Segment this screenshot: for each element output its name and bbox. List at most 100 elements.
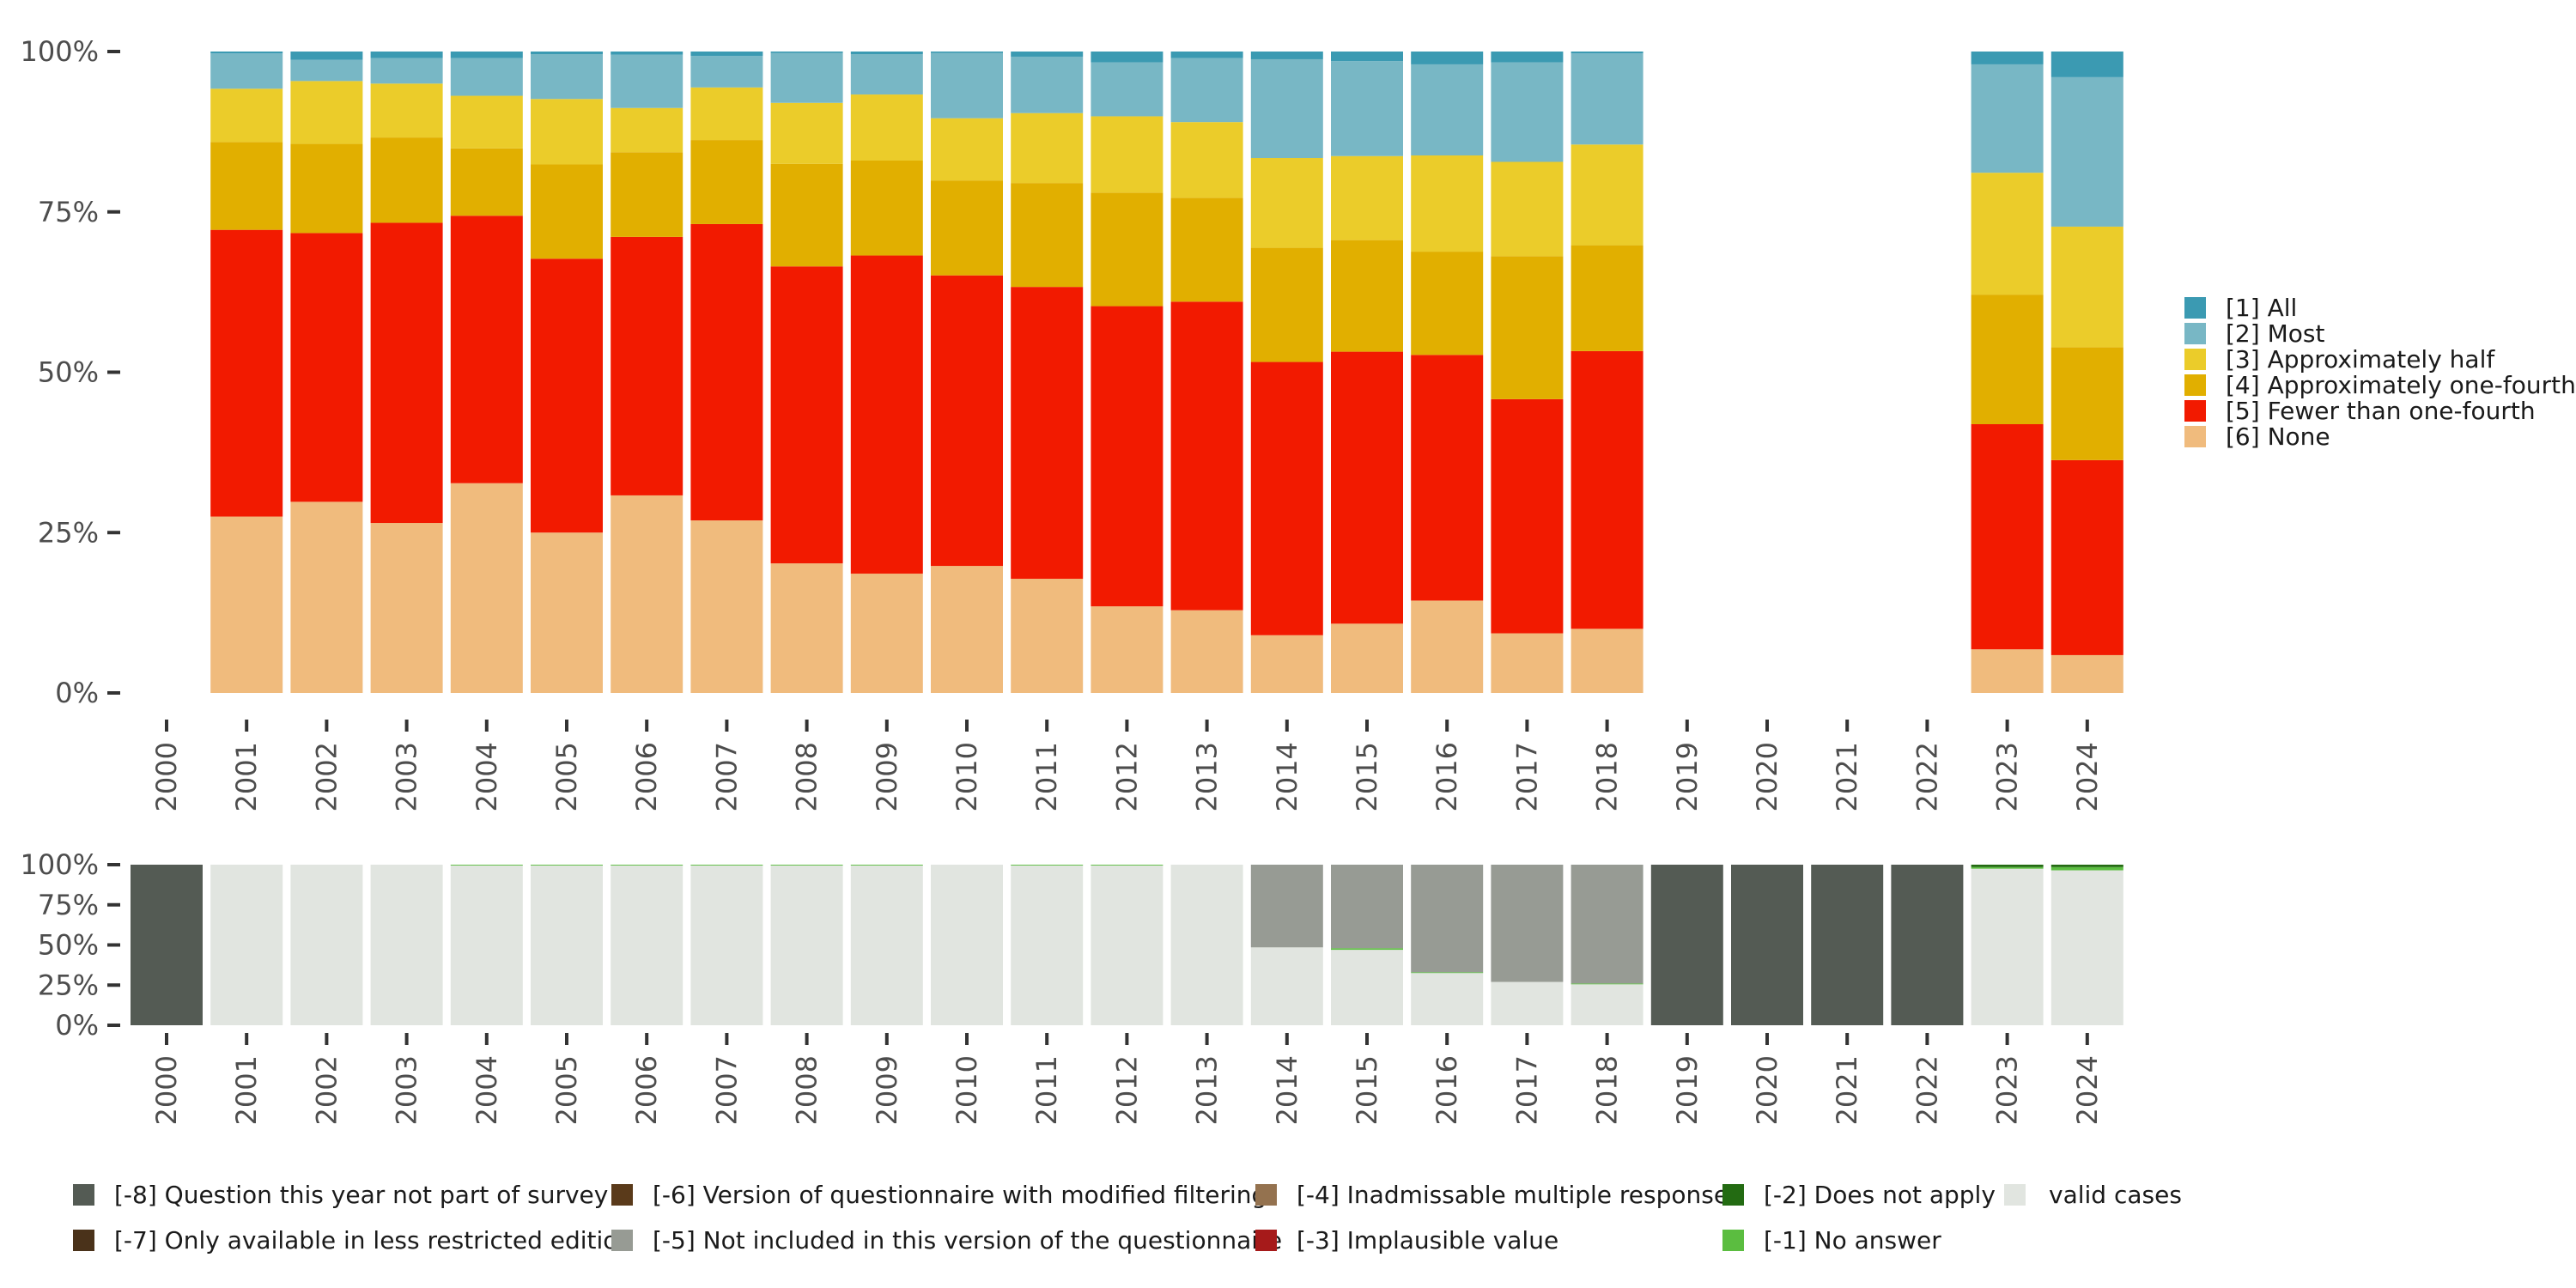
bar-segment-2010-2 bbox=[931, 180, 1003, 276]
bar-segment-2011-3 bbox=[1011, 112, 1084, 184]
legend-swatch bbox=[1255, 1184, 1277, 1206]
x-tick-label: 2020 bbox=[1751, 1055, 1783, 1125]
legend-swatch bbox=[2184, 297, 2206, 319]
bar-segment-2010-1 bbox=[931, 275, 1003, 567]
bar-segment-2008-2 bbox=[770, 163, 843, 267]
x-tick-label: 2021 bbox=[1831, 1055, 1863, 1125]
bar-segment-2012-1 bbox=[1091, 306, 1163, 607]
bar-segment-2004-1 bbox=[450, 865, 523, 866]
bar-segment-2006-0 bbox=[611, 495, 683, 693]
bar-segment-2018-4 bbox=[1571, 53, 1643, 145]
bar-segment-2011-0 bbox=[1011, 579, 1084, 693]
x-tick-label: 2022 bbox=[1911, 742, 1943, 811]
bar-segment-2003-5 bbox=[370, 52, 443, 58]
bar-segment-2017-0 bbox=[1491, 633, 1564, 693]
bar-segment-2018-5 bbox=[1571, 52, 1643, 54]
bar-segment-2014-4 bbox=[1250, 58, 1323, 159]
bar-segment-2017-3 bbox=[1491, 161, 1564, 257]
x-tick-label: 2002 bbox=[310, 1055, 343, 1125]
bar-segment-2013-3 bbox=[1170, 122, 1243, 198]
x-tick-label: 2017 bbox=[1510, 742, 1543, 811]
bar-segment-2014-3 bbox=[1250, 158, 1323, 248]
bar-segment-2016-2 bbox=[1411, 252, 1484, 355]
bar-segment-2024-5 bbox=[2050, 52, 2123, 77]
y-tick-label: 0% bbox=[55, 677, 99, 709]
bar-segment-2004-5 bbox=[450, 52, 523, 58]
legend-label: [6] None bbox=[2226, 422, 2330, 451]
legend-swatch bbox=[611, 1230, 633, 1251]
bar-segment-2013-0 bbox=[1170, 610, 1243, 693]
x-tick-label: 2016 bbox=[1431, 1055, 1463, 1125]
bar-segment-2015-5 bbox=[1331, 52, 1403, 62]
bar-segment-2023-2 bbox=[1971, 295, 2044, 425]
y-tick-label: 75% bbox=[38, 889, 99, 921]
bar-segment-2016-0 bbox=[1411, 600, 1484, 693]
x-tick-label: 2013 bbox=[1191, 742, 1224, 811]
bar-segment-2024-0 bbox=[2050, 870, 2123, 1025]
top-chart: 0% 25% 50% 75% 100% 2000 2001 2002 2003 2004 2005… bbox=[21, 35, 2123, 811]
legend-label: [-5] Not included in this version of the… bbox=[653, 1226, 1282, 1255]
bar-segment-2014-5 bbox=[1250, 865, 1323, 948]
x-tick-label: 2012 bbox=[1110, 742, 1143, 811]
bar-segment-2009-0 bbox=[850, 865, 923, 1025]
bar-segment-2019-8 bbox=[1650, 865, 1723, 1025]
x-tick-label: 2014 bbox=[1271, 742, 1303, 811]
x-tick-label: 2007 bbox=[710, 1055, 743, 1125]
bar-segment-2015-5 bbox=[1331, 865, 1403, 949]
bar-segment-2003-1 bbox=[370, 222, 443, 524]
bar-segment-2014-5 bbox=[1250, 52, 1323, 59]
x-tick-label: 2005 bbox=[550, 1055, 583, 1125]
bar-segment-2011-5 bbox=[1011, 52, 1084, 57]
bar-segment-2002-0 bbox=[290, 865, 363, 1025]
bar-segment-2018-1 bbox=[1571, 350, 1643, 629]
bar-segment-2002-5 bbox=[290, 52, 363, 60]
bar-segment-2013-2 bbox=[1170, 197, 1243, 302]
x-tick-label: 2011 bbox=[1030, 1055, 1063, 1125]
bar-segment-2001-2 bbox=[210, 142, 283, 230]
legend-label: [2] Most bbox=[2226, 319, 2324, 348]
x-tick-label: 2006 bbox=[630, 742, 663, 811]
x-tick-label: 2021 bbox=[1831, 742, 1863, 811]
bottom-legend: [-8] Question this year not part of surv… bbox=[73, 1181, 2182, 1255]
x-tick-label: 2000 bbox=[150, 742, 183, 811]
legend-label: [-6] Version of questionnaire with modif… bbox=[653, 1181, 1267, 1209]
bar-segment-2007-5 bbox=[690, 52, 763, 57]
x-tick-label: 2024 bbox=[2071, 742, 2104, 811]
x-tick-label: 2005 bbox=[550, 742, 583, 811]
bar-segment-2011-0 bbox=[1011, 865, 1084, 1025]
bar-segment-2005-4 bbox=[531, 53, 603, 100]
bar-segment-2003-3 bbox=[370, 83, 443, 138]
x-tick-label: 2019 bbox=[1671, 742, 1704, 811]
bar-segment-2004-0 bbox=[450, 483, 523, 693]
bar-segment-2001-0 bbox=[210, 865, 283, 1025]
bar-segment-2005-0 bbox=[531, 865, 603, 1025]
legend-label: [-3] Implausible value bbox=[1297, 1226, 1558, 1255]
y-tick-label: 100% bbox=[21, 848, 99, 881]
bar-segment-2012-2 bbox=[1091, 192, 1163, 307]
bar-segment-2024-1 bbox=[2050, 866, 2123, 871]
bar-segment-2024-1 bbox=[2050, 459, 2123, 655]
bar-segment-2023-0 bbox=[1971, 868, 2044, 1025]
x-tick-label: 2003 bbox=[391, 1055, 423, 1125]
bar-segment-2016-5 bbox=[1411, 52, 1484, 64]
x-tick-label: 2023 bbox=[1991, 1055, 2024, 1125]
bar-segment-2001-4 bbox=[210, 53, 283, 89]
bar-segment-2010-4 bbox=[931, 52, 1003, 118]
legend-label: [-1] No answer bbox=[1764, 1226, 1941, 1255]
top-x-axis: 2000 2001 2002 2003 2004 2005 2006 2007 2008 2009… bbox=[150, 720, 2104, 811]
x-tick-label: 2001 bbox=[230, 742, 263, 811]
x-tick-label: 2017 bbox=[1510, 1055, 1543, 1125]
bar-segment-2005-1 bbox=[531, 865, 603, 866]
bar-segment-2005-2 bbox=[531, 164, 603, 259]
bar-segment-2002-3 bbox=[290, 81, 363, 144]
legend-swatch bbox=[2004, 1184, 2026, 1206]
bar-segment-2014-2 bbox=[1250, 247, 1323, 362]
x-tick-label: 2003 bbox=[391, 742, 423, 811]
x-tick-label: 2013 bbox=[1191, 1055, 1224, 1125]
legend-swatch bbox=[73, 1184, 94, 1206]
bar-segment-2011-1 bbox=[1011, 865, 1084, 866]
bar-segment-2002-2 bbox=[290, 143, 363, 234]
legend-label: [4] Approximately one-fourth bbox=[2226, 371, 2576, 399]
bar-segment-2007-0 bbox=[690, 865, 763, 1025]
legend-swatch bbox=[1722, 1230, 1744, 1251]
